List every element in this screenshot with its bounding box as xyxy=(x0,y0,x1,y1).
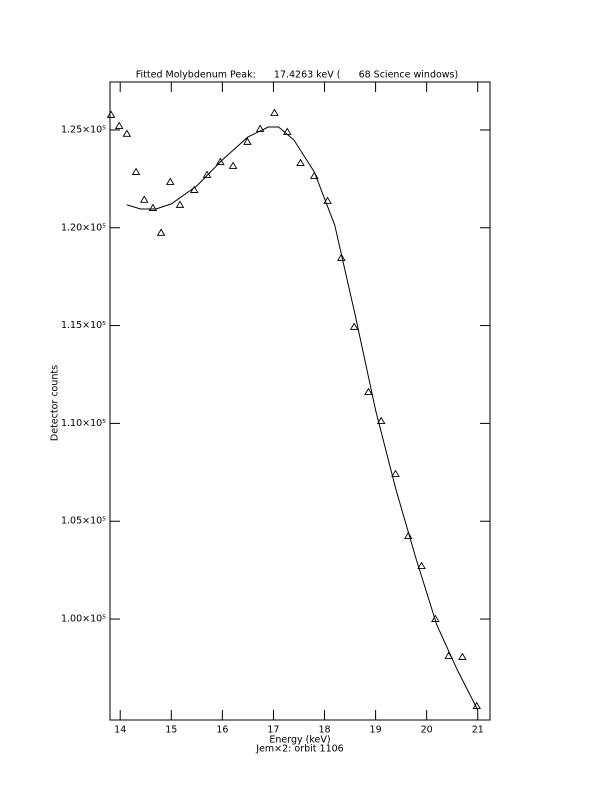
data-point xyxy=(122,129,132,137)
y-tick-label: 1.25×10⁵ xyxy=(61,124,106,135)
data-point xyxy=(106,110,116,118)
data-point xyxy=(202,170,212,178)
data-point xyxy=(243,137,252,145)
data-point xyxy=(139,195,149,203)
y-tick-label: 1.15×10⁵ xyxy=(61,320,106,331)
data-point xyxy=(349,322,359,330)
data-point xyxy=(175,200,185,208)
data-point xyxy=(417,561,426,569)
y-tick-label: 1.05×10⁵ xyxy=(61,516,106,527)
data-point xyxy=(156,228,166,236)
data-point xyxy=(114,121,124,129)
x-tick-label: 20 xyxy=(421,725,433,736)
fit-line xyxy=(126,126,479,711)
x-tick-label: 16 xyxy=(216,725,228,736)
y-tick-label: 1.10×10⁵ xyxy=(61,418,106,429)
data-point xyxy=(131,167,141,175)
data-point xyxy=(458,652,467,660)
x-tick-label: 17 xyxy=(267,725,279,736)
x-tick-label: 18 xyxy=(318,725,330,736)
data-point xyxy=(391,469,400,478)
data-point xyxy=(376,416,386,425)
data-point xyxy=(296,158,305,166)
x-axis-label: Energy (keV) xyxy=(269,735,330,746)
plot-frame xyxy=(109,81,491,721)
data-point xyxy=(323,196,332,204)
data-point xyxy=(403,531,413,540)
x-tick-label: 19 xyxy=(370,725,382,736)
data-point xyxy=(148,203,158,211)
x-tick-label: 14 xyxy=(114,725,126,736)
data-point xyxy=(228,161,238,169)
x-tick-label: 21 xyxy=(472,725,484,736)
y-tick-label: 1.20×10⁵ xyxy=(61,222,106,233)
data-point xyxy=(216,157,225,165)
data-point xyxy=(337,253,346,261)
chart-title: Fitted Molybdenum Peak: 17.4263 keV ( 68… xyxy=(136,70,458,81)
data-point xyxy=(364,387,373,396)
y-tick-label: 1.00×10⁵ xyxy=(61,614,106,625)
data-point xyxy=(165,177,175,185)
data-point xyxy=(282,127,292,135)
y-axis-label: Detector counts xyxy=(50,365,61,441)
subtitle: Jem×2: orbit 1106 xyxy=(255,744,343,755)
data-point xyxy=(270,108,279,116)
x-tick-label: 15 xyxy=(165,725,177,736)
